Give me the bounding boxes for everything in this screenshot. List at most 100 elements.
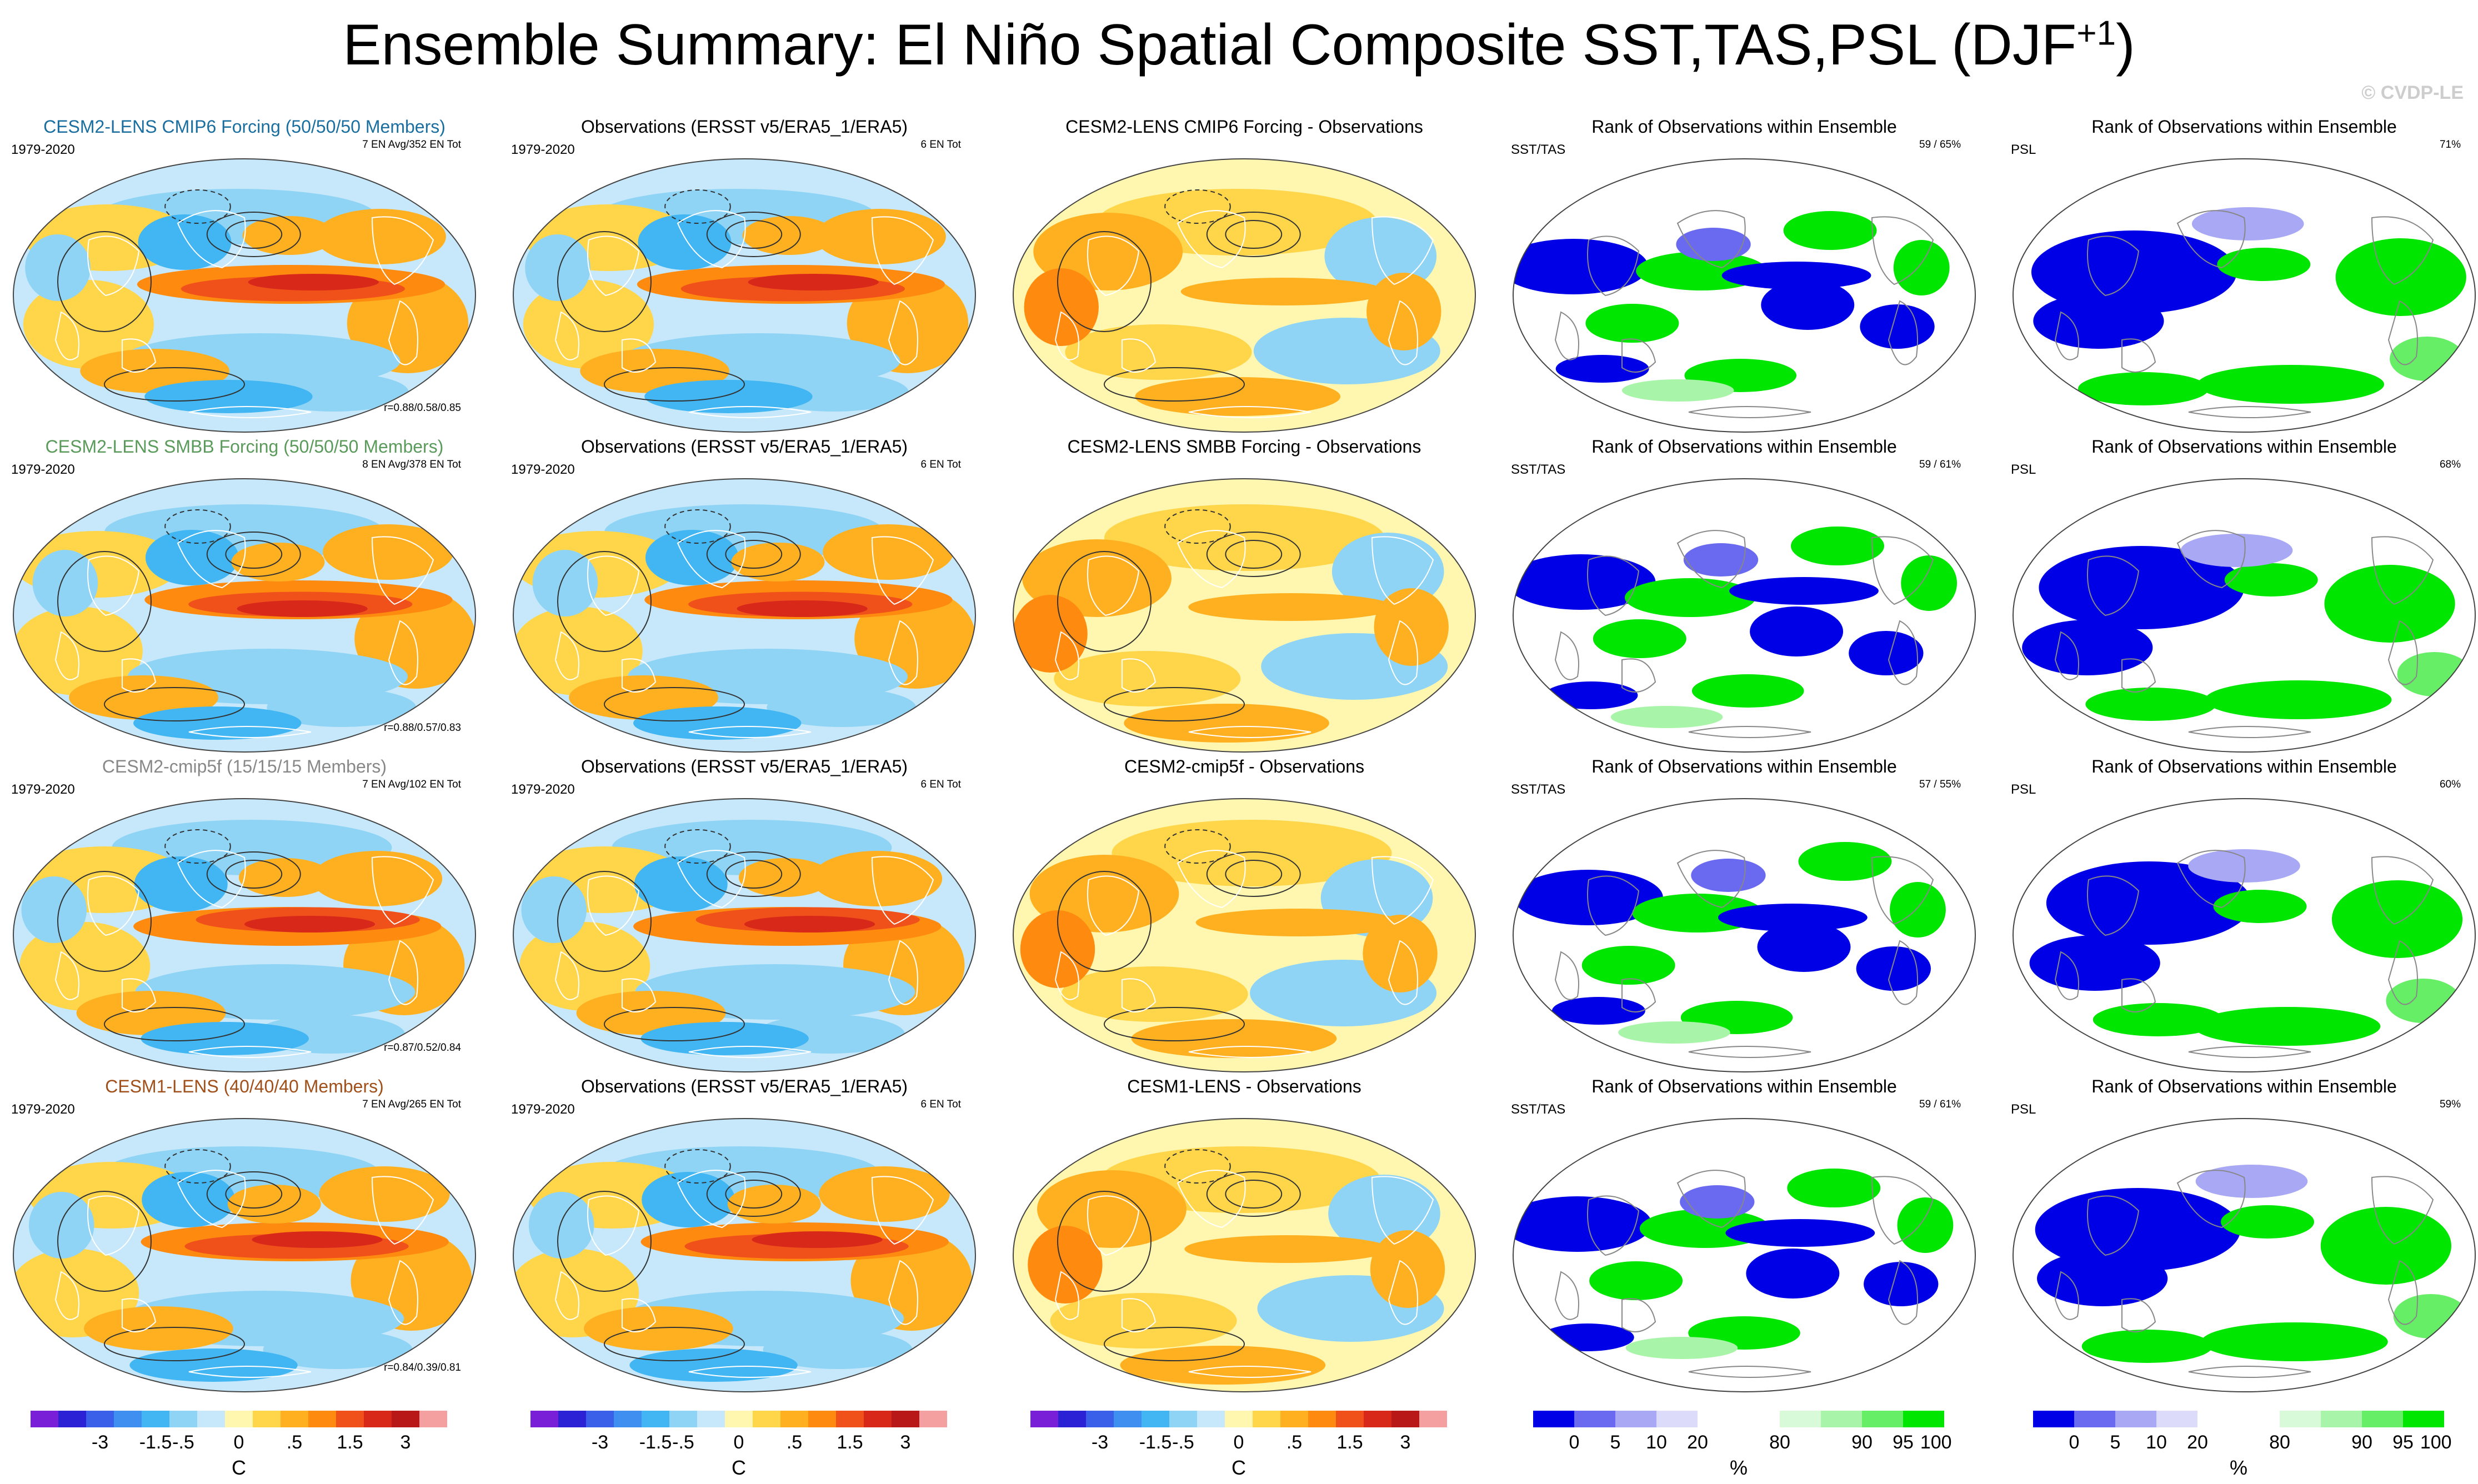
map-border [13, 478, 476, 753]
variable-label: PSL [2011, 782, 2036, 797]
coastline [2387, 620, 2418, 685]
variable-label: SST/TAS [1511, 782, 1566, 797]
map-anomaly-region [1050, 1293, 1237, 1348]
coastline [2121, 978, 2156, 1012]
map-anomaly-region [1013, 595, 1088, 673]
colorbar-unit: % [1729, 1456, 1748, 1479]
coastline [177, 530, 246, 589]
period-label: 1979-2020 [511, 462, 575, 477]
map-anomaly-region [584, 1306, 733, 1351]
coastline [554, 311, 579, 360]
map-anomaly-region [1691, 674, 1804, 708]
psl-contour [604, 1007, 745, 1041]
coastline [1888, 620, 1918, 685]
colorbar-swatch [1253, 1411, 1280, 1427]
coastline [1871, 216, 1934, 285]
map-anomaly-region [1135, 377, 1341, 416]
coastline [1122, 658, 1157, 693]
coastline [1177, 1170, 1246, 1229]
map-rank [1513, 798, 1976, 1072]
coastline [688, 726, 812, 738]
map-border [13, 798, 476, 1072]
map-anomaly-region [1366, 273, 1441, 350]
coastline [1122, 978, 1157, 1012]
map-border [2013, 158, 2476, 433]
coastline [1388, 620, 1418, 685]
coastline [1054, 1271, 1079, 1320]
colorbar-tick-label: 0 [1233, 1432, 1244, 1453]
map-anomaly-region [633, 706, 802, 740]
map-anomaly-region [319, 1166, 450, 1222]
rank-stat: 59% [2439, 1099, 2461, 1110]
coastline [388, 940, 418, 1005]
coastline [2371, 536, 2434, 605]
coastline [371, 1176, 434, 1245]
psl-contour [206, 1171, 301, 1217]
map-anomaly-region [2077, 372, 2209, 405]
colorbar-tick-label: 80 [1769, 1432, 1790, 1453]
psl-contour [557, 1191, 652, 1292]
psl-contour [225, 220, 283, 249]
map-anomaly-region [311, 851, 443, 906]
map-anomaly-region [523, 280, 654, 369]
psl-contour [1164, 1149, 1231, 1184]
psl-contour [1164, 829, 1231, 864]
colorbar-swatch [1533, 1411, 1574, 1427]
coastline [2371, 856, 2434, 925]
coastline [2054, 951, 2079, 1000]
psl-contour [1164, 189, 1231, 224]
coastline [1871, 856, 1934, 925]
map-psl [2013, 798, 2476, 1072]
map-anomaly-region [1585, 304, 1679, 343]
colorbar-swatch [892, 1411, 919, 1427]
rank-stat: 59 / 65% [1919, 139, 1961, 151]
coastline [587, 1195, 640, 1256]
map-anomaly-region [2320, 1207, 2451, 1285]
map-anomaly-region [2194, 1007, 2381, 1046]
coastline [2054, 631, 2079, 680]
colorbar-tick-label: 95 [1893, 1432, 1914, 1453]
colorbar-swatch [2033, 1411, 2074, 1427]
map-border [1013, 798, 1476, 1072]
panel-title: Observations (ERSST v5/ERA5_1/ERA5) [580, 117, 908, 137]
map-anomaly-region [763, 1330, 913, 1369]
event-count: 7 EN Avg/265 EN Tot [362, 1099, 461, 1110]
map-anomaly-region [1901, 555, 1958, 611]
colorbar-swatch [1391, 1411, 1419, 1427]
colorbar-swatch [31, 1411, 58, 1427]
coastline [1688, 1366, 1811, 1378]
colorbar-tick-label: -1.5 [139, 1432, 172, 1453]
colorbar-unit: C [1232, 1456, 1246, 1479]
map-anomaly-region [634, 856, 728, 912]
panel-title: Rank of Observations within Ensemble [2091, 756, 2397, 776]
coastline [1871, 536, 1934, 605]
coastline [1621, 1298, 1656, 1332]
map-anomaly-region [1513, 1196, 1652, 1252]
coastline [677, 530, 746, 589]
map-anomaly-region [1370, 1230, 1445, 1308]
psl-contour [1206, 1171, 1301, 1217]
coastline [1888, 940, 1918, 1005]
rank-stat: 59 / 61% [1919, 459, 1961, 470]
map-anomaly-region [145, 530, 239, 585]
colorbar-tick-label: 10 [1646, 1432, 1667, 1453]
psl-contour [1104, 687, 1245, 721]
coastline [388, 1260, 418, 1325]
map-border [513, 158, 976, 433]
colorbar-swatch [1169, 1411, 1197, 1427]
panel-rank-row2: Rank of Observations within Ensemble SST/… [1505, 437, 1983, 753]
map-anomaly-region [1783, 211, 1877, 250]
coastline [587, 875, 640, 936]
psl-contour [1104, 367, 1245, 402]
coastline [1087, 1195, 1140, 1256]
psl-contour [104, 367, 245, 402]
map-anomaly-region [1849, 631, 1924, 675]
coastline [1177, 850, 1246, 909]
map-anomaly-region [84, 1306, 233, 1351]
colorbar-swatch [558, 1411, 586, 1427]
map-anomaly-region [2221, 1205, 2314, 1239]
pattern-correlation: r=0.88/0.57/0.83 [384, 722, 461, 734]
colorbar-swatch [864, 1411, 892, 1427]
map-anomaly-region [248, 274, 379, 290]
coastline [1122, 1298, 1157, 1332]
